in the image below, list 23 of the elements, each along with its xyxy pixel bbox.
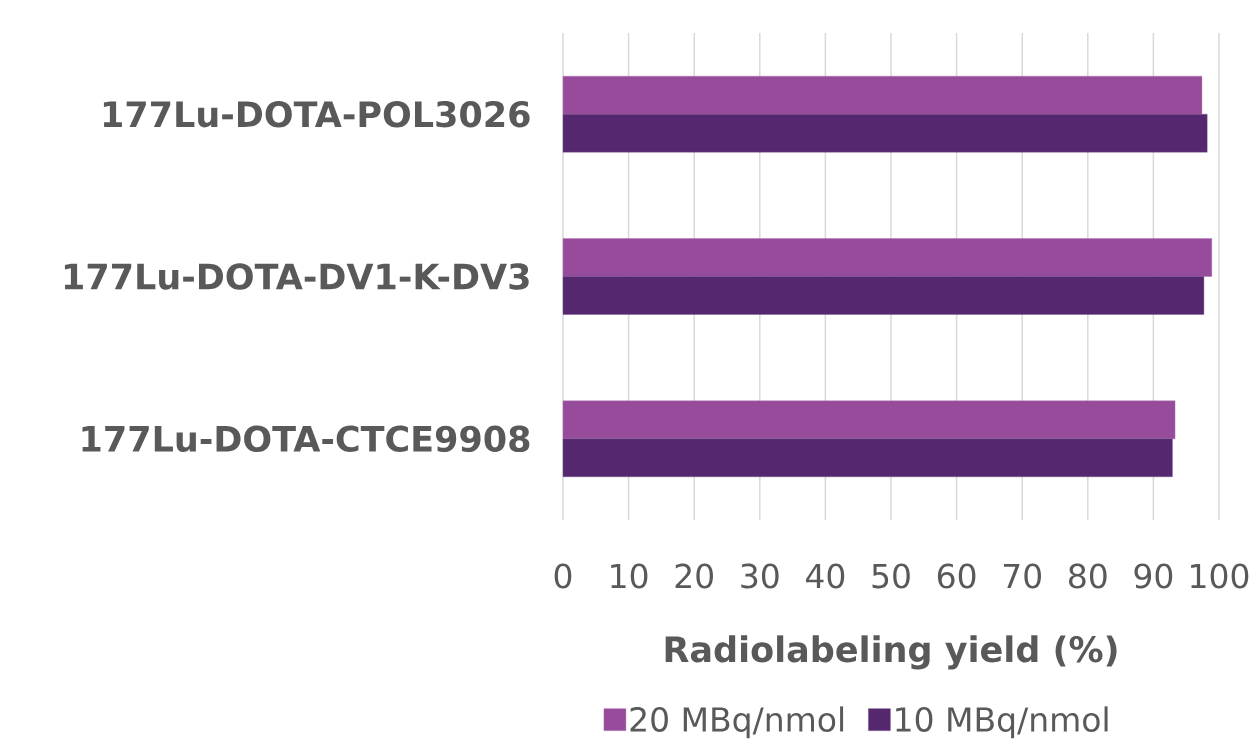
x-axis-title: Radiolabeling yield (%) [665, 635, 1117, 670]
x-tick-label: 30 [741, 563, 779, 589]
bar [562, 113, 1208, 153]
x-tick-label: 10 [611, 563, 648, 589]
x-tick-label: 70 [1003, 563, 1041, 589]
x-tick-label: 50 [872, 563, 910, 589]
bar [562, 238, 1212, 277]
bar [562, 400, 1176, 440]
x-tick-label: 100 [1191, 563, 1249, 589]
y-tick-label: 177Lu-DOTA-CTCE9908 [82, 425, 530, 453]
x-tick-label: 0 [554, 563, 572, 589]
x-tick-label: 20 [675, 563, 713, 589]
bar [562, 75, 1203, 115]
legend-label: 20 MBq/nmol [630, 706, 844, 739]
x-tick-label: 90 [1134, 563, 1173, 589]
y-tick-label: 177Lu-DOTA-DV1-K-DV3 [64, 263, 529, 290]
y-tick-label: 177Lu-DOTA-POL3026 [103, 100, 530, 128]
bar [562, 438, 1173, 478]
x-tick-label: 60 [937, 563, 976, 589]
x-tick-label: 80 [1069, 563, 1107, 589]
x-tick-label: 40 [806, 563, 845, 589]
legend-label: 10 MBq/nmol [896, 706, 1108, 739]
bar [562, 276, 1205, 315]
